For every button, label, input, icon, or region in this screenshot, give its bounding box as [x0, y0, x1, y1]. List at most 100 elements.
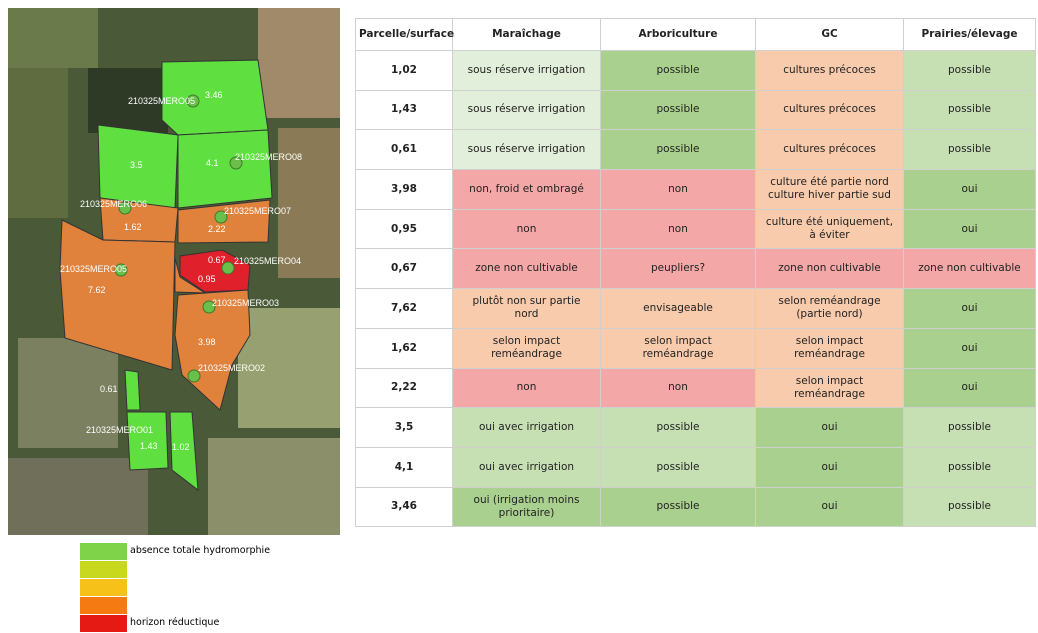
column-header: Arboriculture [601, 19, 756, 51]
suitability-cell: possible [601, 487, 756, 527]
column-header: Parcelle/surface [356, 19, 453, 51]
parcel-table: Parcelle/surfaceMaraîchageArboricultureG… [355, 18, 1036, 527]
map-label: 3.46 [205, 90, 223, 100]
surface-cell: 3,98 [356, 170, 453, 210]
legend-label: absence totale hydromorphie [130, 545, 270, 556]
parcel [125, 370, 140, 410]
surface-cell: 0,95 [356, 209, 453, 249]
suitability-cell: non, froid et ombragé [453, 170, 601, 210]
suitability-cell: possible [601, 51, 756, 91]
table-row: 0,95nonnonculture été uniquement, à évit… [356, 209, 1036, 249]
map-label: 0.95 [198, 274, 216, 284]
legend-swatch [80, 579, 127, 596]
suitability-cell: possible [601, 90, 756, 130]
suitability-cell: oui avec irrigation [453, 408, 601, 448]
suitability-cell: possible [904, 447, 1036, 487]
suitability-cell: possible [904, 90, 1036, 130]
suitability-cell: oui [756, 487, 904, 527]
suitability-cell: oui (irrigation moins prioritaire) [453, 487, 601, 527]
surface-cell: 0,61 [356, 130, 453, 170]
surface-cell: 3,46 [356, 487, 453, 527]
surface-cell: 1,62 [356, 328, 453, 368]
surface-cell: 0,67 [356, 249, 453, 289]
suitability-cell: zone non cultivable [904, 249, 1036, 289]
surface-cell: 1,43 [356, 90, 453, 130]
map-label: 2.22 [208, 224, 226, 234]
legend-swatch [80, 597, 127, 614]
column-header: GC [756, 19, 904, 51]
suitability-cell: envisageable [601, 289, 756, 329]
table-row: 2,22nonnonselon impact reméandrageoui [356, 368, 1036, 408]
suitability-cell: possible [904, 487, 1036, 527]
header-row: Parcelle/surfaceMaraîchageArboricultureG… [356, 19, 1036, 51]
suitability-cell: sous réserve irrigation [453, 90, 601, 130]
table-row: 1,62selon impact reméandrageselon impact… [356, 328, 1036, 368]
map-label: 3.98 [198, 337, 216, 347]
suitability-cell: zone non cultivable [756, 249, 904, 289]
table-row: 3,5oui avec irrigationpossibleouipossibl… [356, 408, 1036, 448]
map-label: 210325MERO02 [198, 363, 265, 373]
map-label: 0.61 [100, 384, 118, 394]
suitability-cell: oui [904, 289, 1036, 329]
suitability-cell: possible [601, 447, 756, 487]
table-row: 7,62plutôt non sur partie nordenvisageab… [356, 289, 1036, 329]
suitability-cell: cultures précoces [756, 51, 904, 91]
table-row: 3,98non, froid et ombragénonculture été … [356, 170, 1036, 210]
map-label: 1.62 [124, 222, 142, 232]
suitability-cell: non [453, 368, 601, 408]
surface-cell: 1,02 [356, 51, 453, 91]
map-label: 210325MERO04 [234, 256, 301, 266]
suitability-cell: oui [904, 170, 1036, 210]
map-label: 210325MERO05 [60, 264, 127, 274]
column-header: Maraîchage [453, 19, 601, 51]
page: 210325MERO053.463.54.1210325MERO08210325… [0, 0, 1038, 633]
suitability-cell: oui [756, 408, 904, 448]
field [258, 8, 340, 118]
column-header: Prairies/élevage [904, 19, 1036, 51]
table-row: 0,67zone non cultivablepeupliers?zone no… [356, 249, 1036, 289]
field [8, 458, 148, 535]
map-label: 210325MERO08 [235, 152, 302, 162]
suitability-cell: oui [756, 447, 904, 487]
suitability-cell: plutôt non sur partie nord [453, 289, 601, 329]
suitability-cell: non [601, 209, 756, 249]
suitability-cell: possible [904, 408, 1036, 448]
legend-label: horizon réductique [130, 617, 219, 628]
table-row: 1,43sous réserve irrigationpossiblecultu… [356, 90, 1036, 130]
suitability-cell: oui [904, 368, 1036, 408]
legend-swatch [80, 615, 127, 632]
surface-cell: 2,22 [356, 368, 453, 408]
field [8, 68, 68, 218]
map-label: 210325MERO05 [128, 96, 195, 106]
suitability-cell: zone non cultivable [453, 249, 601, 289]
legend-swatch [80, 543, 127, 560]
field [208, 438, 340, 535]
suitability-cell: oui [904, 328, 1036, 368]
map-label: 210325MERO06 [80, 199, 147, 209]
map-label: 4.1 [206, 158, 219, 168]
suitability-cell: non [453, 209, 601, 249]
map-label: 210325MERO03 [212, 298, 279, 308]
map-label: 7.62 [88, 285, 106, 295]
map-label: 1.02 [172, 442, 190, 452]
suitability-cell: non [601, 170, 756, 210]
suitability-cell: culture été partie nord culture hiver pa… [756, 170, 904, 210]
table-body: 1,02sous réserve irrigationpossiblecultu… [356, 51, 1036, 527]
map-label: 0.67 [208, 255, 226, 265]
table-row: 4,1oui avec irrigationpossibleouipossibl… [356, 447, 1036, 487]
suitability-cell: sous réserve irrigation [453, 130, 601, 170]
suitability-cell: sous réserve irrigation [453, 51, 601, 91]
map: 210325MERO053.463.54.1210325MERO08210325… [8, 8, 340, 535]
surface-cell: 3,5 [356, 408, 453, 448]
surface-cell: 4,1 [356, 447, 453, 487]
suitability-cell: selon impact reméandrage [453, 328, 601, 368]
suitability-cell: cultures précoces [756, 130, 904, 170]
suitability-cell: oui [904, 209, 1036, 249]
table-row: 1,02sous réserve irrigationpossiblecultu… [356, 51, 1036, 91]
parcel [178, 130, 272, 208]
map-label: 1.43 [140, 441, 158, 451]
suitability-cell: peupliers? [601, 249, 756, 289]
suitability-cell: selon impact reméandrage [756, 328, 904, 368]
suitability-cell: selon reméandrage (partie nord) [756, 289, 904, 329]
legend-swatch [80, 561, 127, 578]
